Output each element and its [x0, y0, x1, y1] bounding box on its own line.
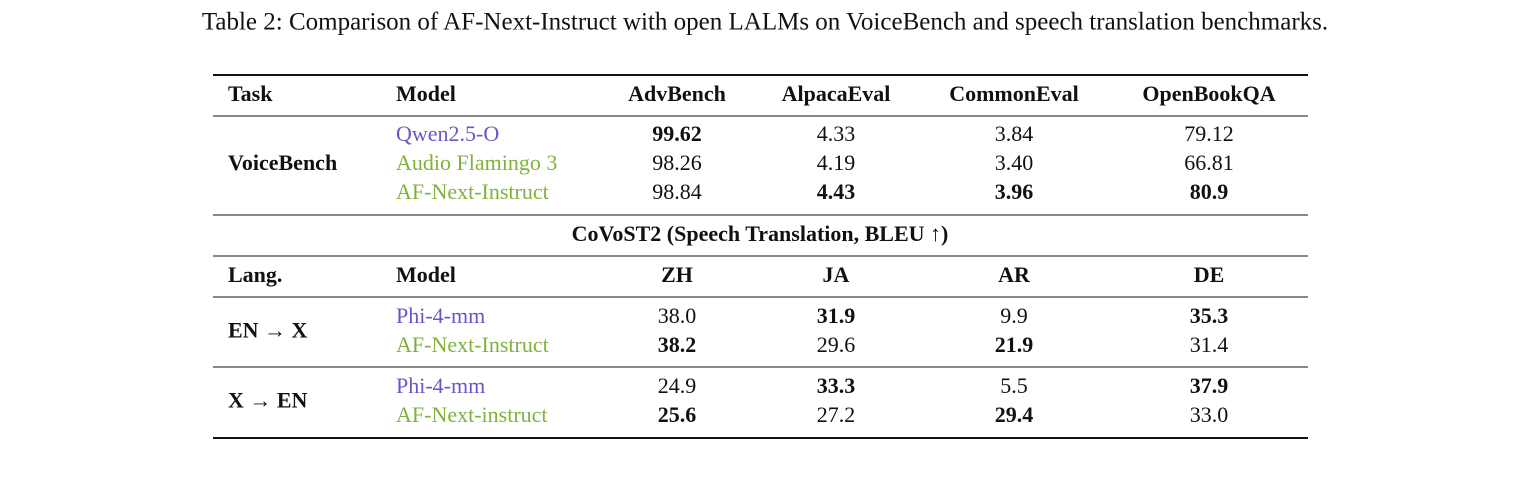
cell: 35.3: [1190, 303, 1229, 328]
cell: 99.62: [652, 121, 702, 146]
cell: 79.12: [1184, 121, 1234, 146]
cell: 31.4: [1190, 332, 1229, 357]
column-header: Model: [396, 81, 456, 106]
group-label: EN → X: [228, 318, 308, 343]
column-header: CommonEval: [949, 81, 1079, 106]
group-label: VoiceBench: [228, 150, 337, 175]
cell: 66.81: [1184, 150, 1234, 175]
cell: 3.84: [995, 121, 1034, 146]
column-header: Lang.: [228, 262, 282, 287]
column-header: Task: [228, 81, 273, 106]
cell: 4.43: [817, 179, 856, 204]
column-header: AlpacaEval: [782, 81, 891, 106]
column-header: OpenBookQA: [1142, 81, 1275, 106]
cell: 5.5: [1000, 373, 1028, 398]
cell: 80.9: [1190, 179, 1229, 204]
cell: 3.40: [995, 150, 1034, 175]
cell: 3.96: [995, 179, 1034, 204]
cell: 33.0: [1190, 402, 1229, 427]
cell: 31.9: [817, 303, 856, 328]
cell: 24.9: [658, 373, 697, 398]
section-title: CoVoST2 (Speech Translation, BLEU ↑): [572, 221, 949, 246]
model-name: Phi-4-mm: [396, 303, 485, 328]
cell: 4.19: [817, 150, 856, 175]
column-header: DE: [1194, 262, 1225, 287]
model-name: Phi-4-mm: [396, 373, 485, 398]
cell: 29.6: [817, 332, 856, 357]
cell: 33.3: [817, 373, 856, 398]
column-header: AdvBench: [628, 81, 726, 106]
cell: 37.9: [1190, 373, 1229, 398]
column-header: ZH: [661, 262, 693, 287]
cell: 9.9: [1000, 303, 1028, 328]
cell: 21.9: [995, 332, 1034, 357]
cell: 4.33: [817, 121, 856, 146]
caption: Table 2: Comparison of AF-Next-Instruct …: [202, 9, 1328, 36]
model-name: AF-Next-Instruct: [396, 332, 549, 357]
cell: 98.84: [652, 179, 702, 204]
column-header: JA: [823, 262, 850, 287]
model-name: AF-Next-instruct: [396, 402, 548, 427]
model-name: AF-Next-Instruct: [396, 179, 549, 204]
model-name: Audio Flamingo 3: [396, 150, 557, 175]
cell: 38.0: [658, 303, 697, 328]
cell: 38.2: [658, 332, 697, 357]
column-header: Model: [396, 262, 456, 287]
cell: 29.4: [995, 402, 1034, 427]
cell: 98.26: [652, 150, 702, 175]
model-name: Qwen2.5-O: [396, 121, 499, 146]
cell: 27.2: [817, 402, 856, 427]
cell: 25.6: [658, 402, 697, 427]
column-header: AR: [998, 262, 1031, 287]
group-label: X → EN: [228, 388, 308, 413]
